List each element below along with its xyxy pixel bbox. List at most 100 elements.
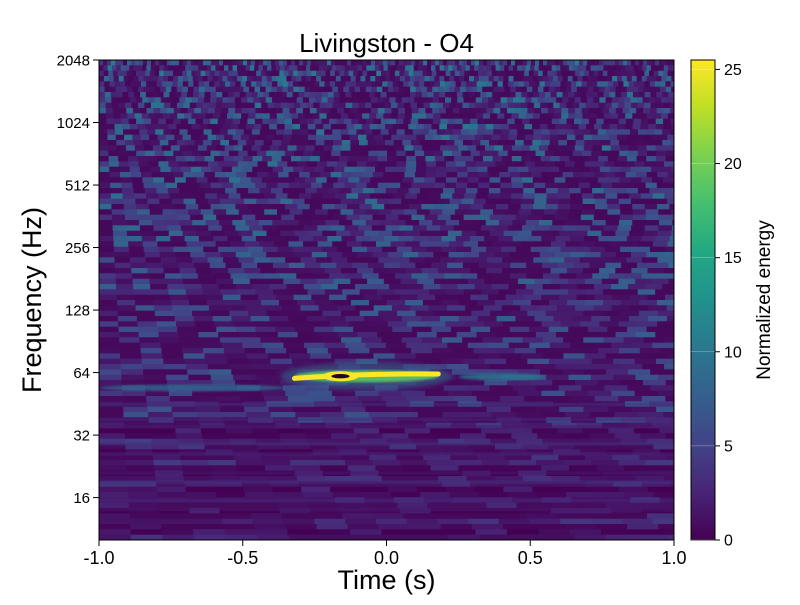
heatmap-cell — [191, 124, 201, 130]
heatmap-cell — [502, 257, 519, 264]
heatmap-cell — [479, 534, 512, 540]
heatmap-cell — [298, 140, 308, 146]
heatmap-cell — [515, 246, 532, 253]
heatmap-cell — [546, 502, 577, 509]
heatmap-cell — [382, 86, 389, 93]
heatmap-cell — [454, 188, 467, 194]
heatmap-cell — [216, 278, 234, 285]
heatmap-cell — [297, 70, 303, 77]
heatmap-cell — [365, 198, 378, 205]
heatmap-cell — [305, 113, 313, 120]
heatmap-cell — [307, 134, 317, 141]
heatmap-cell — [562, 172, 574, 178]
heatmap-cell — [169, 396, 194, 402]
heatmap-cell — [341, 145, 351, 152]
heatmap-cell — [429, 81, 436, 88]
heatmap-cell — [249, 65, 255, 72]
heatmap-cell — [203, 438, 231, 445]
heatmap-cell — [197, 412, 223, 418]
heatmap-cell — [181, 273, 199, 280]
heatmap-cell — [411, 108, 420, 114]
heatmap-cell — [266, 134, 276, 141]
heatmap-cell — [284, 124, 293, 130]
heatmap-cell — [455, 118, 464, 125]
heatmap-cell — [500, 177, 512, 184]
heatmap-cell — [302, 428, 329, 434]
heatmap-cell — [585, 102, 593, 109]
heatmap-cell — [333, 134, 342, 141]
heatmap-cell — [423, 124, 433, 130]
heatmap-cell — [591, 60, 596, 66]
heatmap-cell — [99, 145, 109, 152]
heatmap-cell — [359, 310, 379, 317]
heatmap-cell — [668, 278, 674, 285]
heatmap-cell — [491, 134, 501, 141]
heatmap-cell — [341, 140, 351, 146]
heatmap-cell — [567, 182, 580, 189]
heatmap-cell — [153, 300, 172, 306]
heatmap-cell — [371, 102, 379, 109]
heatmap-cell — [165, 134, 175, 141]
heatmap-cell — [655, 289, 674, 296]
heatmap-cell — [481, 289, 500, 296]
heatmap-cell — [474, 284, 493, 290]
heatmap-cell — [527, 481, 557, 488]
heatmap-cell — [471, 204, 484, 210]
heatmap-cell — [355, 305, 375, 312]
heatmap-cell — [273, 262, 290, 269]
heatmap-cell — [130, 262, 147, 269]
heatmap-cell — [266, 278, 284, 285]
heatmap-cell — [222, 97, 230, 104]
heatmap-cell — [630, 70, 636, 77]
heatmap-cell — [207, 108, 216, 114]
heatmap-cell — [406, 161, 417, 168]
heatmap-cell — [122, 124, 131, 130]
heatmap-cell — [608, 134, 618, 141]
heatmap-cell — [567, 76, 574, 82]
heatmap-cell — [657, 310, 674, 317]
heatmap-cell — [585, 252, 602, 258]
heatmap-cell — [426, 65, 432, 72]
heatmap-cell — [551, 118, 560, 125]
heatmap-cell — [184, 124, 193, 130]
heatmap-cell — [154, 86, 161, 93]
heatmap-cell — [597, 380, 621, 386]
heatmap-cell — [657, 172, 669, 178]
heatmap-cell — [464, 438, 491, 445]
heatmap-cell — [510, 406, 536, 413]
heatmap-cell — [445, 161, 457, 168]
heatmap-cell — [337, 284, 356, 290]
heatmap-cell — [215, 145, 226, 152]
heatmap-cell — [157, 326, 178, 333]
heatmap-cell — [642, 481, 672, 488]
heatmap-cell — [573, 230, 589, 237]
heatmap-cell — [256, 76, 263, 82]
heatmap-cell — [631, 60, 636, 66]
heatmap-cell — [550, 289, 569, 296]
heatmap-cell — [160, 166, 172, 173]
heatmap-cell — [660, 188, 673, 194]
heatmap-cell — [99, 220, 113, 226]
heatmap-cell — [198, 332, 219, 338]
heatmap-cell — [138, 214, 152, 221]
heatmap-stripe — [99, 452, 674, 456]
heatmap-cell — [580, 92, 587, 98]
heatmap-cell — [672, 214, 674, 221]
heatmap-cell — [108, 150, 119, 157]
heatmap-cell — [113, 246, 130, 253]
heatmap-cell — [392, 326, 413, 333]
heatmap-cell — [455, 102, 463, 109]
heatmap-cell — [332, 145, 342, 152]
heatmap-cell — [535, 161, 546, 168]
heatmap-cell — [437, 518, 469, 525]
heatmap-cell — [658, 524, 674, 530]
heatmap-cell — [215, 241, 231, 248]
heatmap-cell — [99, 305, 118, 312]
heatmap-cell — [352, 262, 369, 269]
heatmap-cell — [285, 390, 310, 397]
heatmap-cell — [508, 284, 527, 290]
heatmap-cell — [99, 465, 128, 472]
heatmap-cell — [235, 225, 250, 232]
heatmap-cell — [173, 310, 193, 317]
heatmap-cell — [197, 97, 205, 104]
